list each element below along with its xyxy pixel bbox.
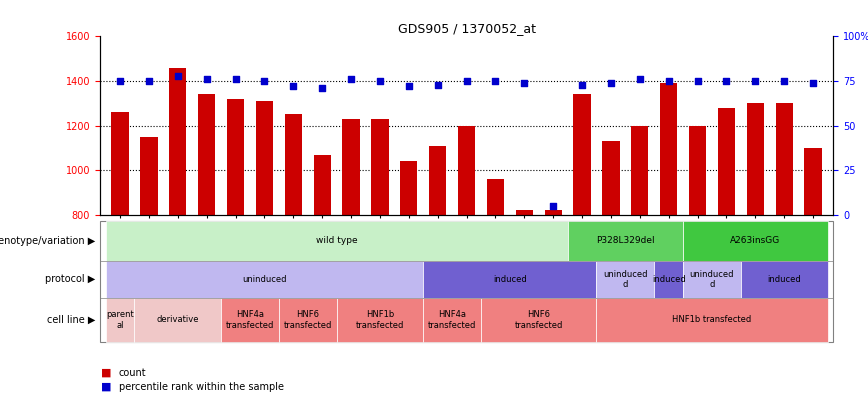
- Point: [777, 78, 791, 84]
- Point: [691, 78, 705, 84]
- Point: [373, 78, 387, 84]
- Bar: [372, 119, 389, 215]
- Text: cell line ▶: cell line ▶: [47, 315, 95, 325]
- Text: induced: induced: [767, 275, 801, 284]
- Bar: [544, 210, 562, 215]
- Bar: [718, 108, 735, 215]
- Point: [344, 76, 358, 83]
- Bar: [227, 99, 244, 215]
- Text: ■: ■: [101, 368, 111, 377]
- Point: [806, 79, 820, 86]
- Bar: [169, 68, 187, 215]
- Point: [661, 78, 675, 84]
- Bar: [342, 119, 359, 215]
- Bar: [313, 155, 331, 215]
- Bar: [429, 146, 446, 215]
- Text: HNF4a
transfected: HNF4a transfected: [226, 310, 274, 330]
- Bar: [805, 148, 822, 215]
- Point: [748, 78, 762, 84]
- Bar: [141, 137, 158, 215]
- Bar: [458, 126, 475, 215]
- Text: P328L329del: P328L329del: [596, 237, 654, 245]
- Bar: [746, 103, 764, 215]
- Text: parent
al: parent al: [106, 310, 134, 330]
- Bar: [775, 103, 792, 215]
- Point: [459, 78, 473, 84]
- Bar: [198, 94, 215, 215]
- Point: [315, 85, 329, 92]
- Text: HNF1b transfected: HNF1b transfected: [673, 315, 752, 324]
- Text: uninduced
d: uninduced d: [603, 270, 648, 289]
- Point: [228, 76, 242, 83]
- Text: wild type: wild type: [316, 237, 358, 245]
- Text: HNF4a
transfected: HNF4a transfected: [428, 310, 477, 330]
- Bar: [111, 112, 128, 215]
- Point: [402, 83, 416, 90]
- Text: induced: induced: [652, 275, 686, 284]
- Text: HNF6
transfected: HNF6 transfected: [515, 310, 563, 330]
- Bar: [602, 141, 620, 215]
- Text: genotype/variation ▶: genotype/variation ▶: [0, 236, 95, 246]
- Text: HNF1b
transfected: HNF1b transfected: [356, 310, 404, 330]
- Point: [286, 83, 300, 90]
- Text: ■: ■: [101, 382, 111, 392]
- Point: [517, 79, 531, 86]
- Point: [633, 76, 647, 83]
- Point: [431, 81, 444, 88]
- Point: [604, 79, 618, 86]
- Text: protocol ▶: protocol ▶: [45, 275, 95, 284]
- Bar: [256, 101, 273, 215]
- Point: [113, 78, 127, 84]
- Point: [142, 78, 156, 84]
- Bar: [574, 94, 591, 215]
- Text: count: count: [119, 368, 147, 377]
- Text: derivative: derivative: [156, 315, 199, 324]
- Text: uninduced: uninduced: [242, 275, 286, 284]
- Text: uninduced
d: uninduced d: [690, 270, 734, 289]
- Point: [258, 78, 272, 84]
- Text: A263insGG: A263insGG: [730, 237, 780, 245]
- Point: [200, 76, 214, 83]
- Bar: [631, 126, 648, 215]
- Bar: [660, 83, 677, 215]
- Bar: [285, 115, 302, 215]
- Point: [720, 78, 733, 84]
- Bar: [516, 210, 533, 215]
- Point: [575, 81, 589, 88]
- Bar: [400, 161, 418, 215]
- Text: HNF6
transfected: HNF6 transfected: [284, 310, 332, 330]
- Point: [489, 78, 503, 84]
- Text: induced: induced: [493, 275, 527, 284]
- Point: [546, 202, 560, 209]
- Bar: [689, 126, 707, 215]
- Title: GDS905 / 1370052_at: GDS905 / 1370052_at: [398, 22, 536, 35]
- Text: percentile rank within the sample: percentile rank within the sample: [119, 382, 284, 392]
- Point: [171, 72, 185, 79]
- Bar: [487, 179, 504, 215]
